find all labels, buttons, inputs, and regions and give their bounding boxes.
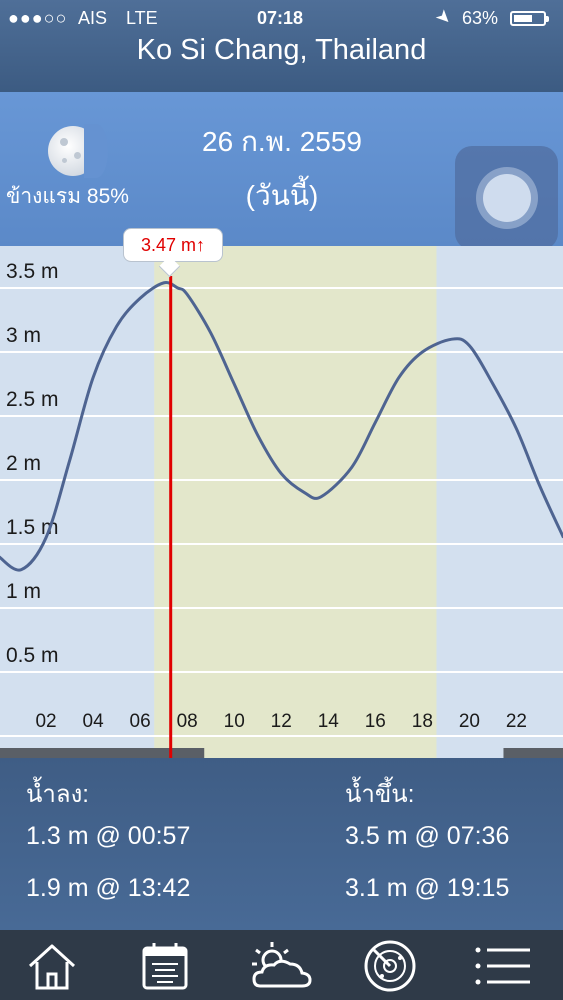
timeline-bar-right (503, 748, 563, 758)
carrier-name: AIS (78, 8, 108, 28)
low-tide-heading: น้ำลง: (26, 781, 89, 808)
timeline-bar-left (0, 748, 205, 758)
x-tick-label: 18 (412, 711, 433, 732)
y-tick-label: 2.5 m (6, 388, 59, 411)
tide-list: น้ำลง: น้ำขึ้น: 1.3 m @ 00:57 1.9 m @ 13… (0, 758, 563, 930)
battery-tip (546, 16, 549, 22)
today-label: (วันนี้) (245, 180, 319, 211)
current-tide-tooltip: 3.47 m↑ (123, 228, 223, 262)
daylight-band (154, 246, 437, 758)
low-tide-2: 1.9 m @ 13:42 (26, 874, 191, 902)
y-tick-label: 0.5 m (6, 644, 59, 667)
assistive-center (483, 174, 531, 222)
tab-menu[interactable] (472, 938, 532, 994)
date-label[interactable]: 26 ก.พ. 2559 (202, 126, 362, 157)
tide-curve (0, 281, 563, 572)
tab-home[interactable] (22, 938, 82, 994)
x-tick-label: 20 (459, 711, 480, 732)
tab-calendar[interactable] (135, 938, 195, 994)
network-type: LTE (126, 8, 158, 28)
assistive-touch-button[interactable] (455, 146, 558, 250)
x-tick-label: 22 (506, 711, 527, 732)
date-header: ข้างแรม 85% 26 ก.พ. 2559 (วันนี้) (0, 92, 563, 250)
y-tick-label: 3 m (6, 324, 41, 347)
x-tick-label: 04 (83, 711, 105, 732)
x-tick-label: 08 (177, 711, 198, 732)
weather-icon (252, 942, 312, 988)
y-tick-label: 1 m (6, 580, 41, 603)
signal-strength-icon: ●●●○○ (8, 8, 68, 28)
high-tide-2: 3.1 m @ 19:15 (345, 874, 510, 902)
x-tick-label: 16 (365, 711, 386, 732)
y-tick-label: 3.5 m (6, 260, 59, 283)
x-tick-label: 02 (35, 711, 56, 732)
calendar-icon (142, 943, 188, 990)
y-tick-label: 1.5 m (6, 516, 59, 539)
tab-weather[interactable] (248, 938, 312, 994)
tide-chart-svg: 3.5 m 3 m 2.5 m 2 m 1.5 m 1 m 0.5 m 02 04 06 08 10 1… (0, 246, 563, 758)
status-time: 07:18 (257, 8, 304, 28)
tab-bar (0, 930, 563, 1000)
battery-icon (510, 11, 546, 26)
top-bar: ●●●○○ AIS LTE 07:18 ➤ 63% Ko Si Chang, T… (0, 0, 563, 92)
high-tide-heading: น้ำขึ้น: (345, 781, 415, 808)
menu-icon (475, 947, 530, 985)
location-arrow-icon: ➤ (431, 4, 457, 30)
home-icon (28, 944, 76, 990)
x-tick-label: 06 (130, 711, 151, 732)
tide-chart[interactable]: 3.5 m 3 m 2.5 m 2 m 1.5 m 1 m 0.5 m 02 04 06 08 10 1… (0, 246, 563, 758)
high-tide-1: 3.5 m @ 07:36 (345, 822, 510, 850)
page-title: Ko Si Chang, Thailand (136, 34, 427, 66)
radar-icon (364, 940, 416, 992)
low-tide-1: 1.3 m @ 00:57 (26, 822, 191, 850)
moon-shadow (84, 124, 108, 178)
tab-radar[interactable] (360, 938, 420, 994)
x-tick-label: 14 (318, 711, 340, 732)
moon-phase-label: ข้างแรม 85% (6, 185, 129, 208)
y-tick-label: 2 m (6, 452, 41, 475)
x-tick-label: 12 (271, 711, 292, 732)
battery-percent: 63% (462, 8, 499, 28)
x-tick-label: 10 (224, 711, 245, 732)
